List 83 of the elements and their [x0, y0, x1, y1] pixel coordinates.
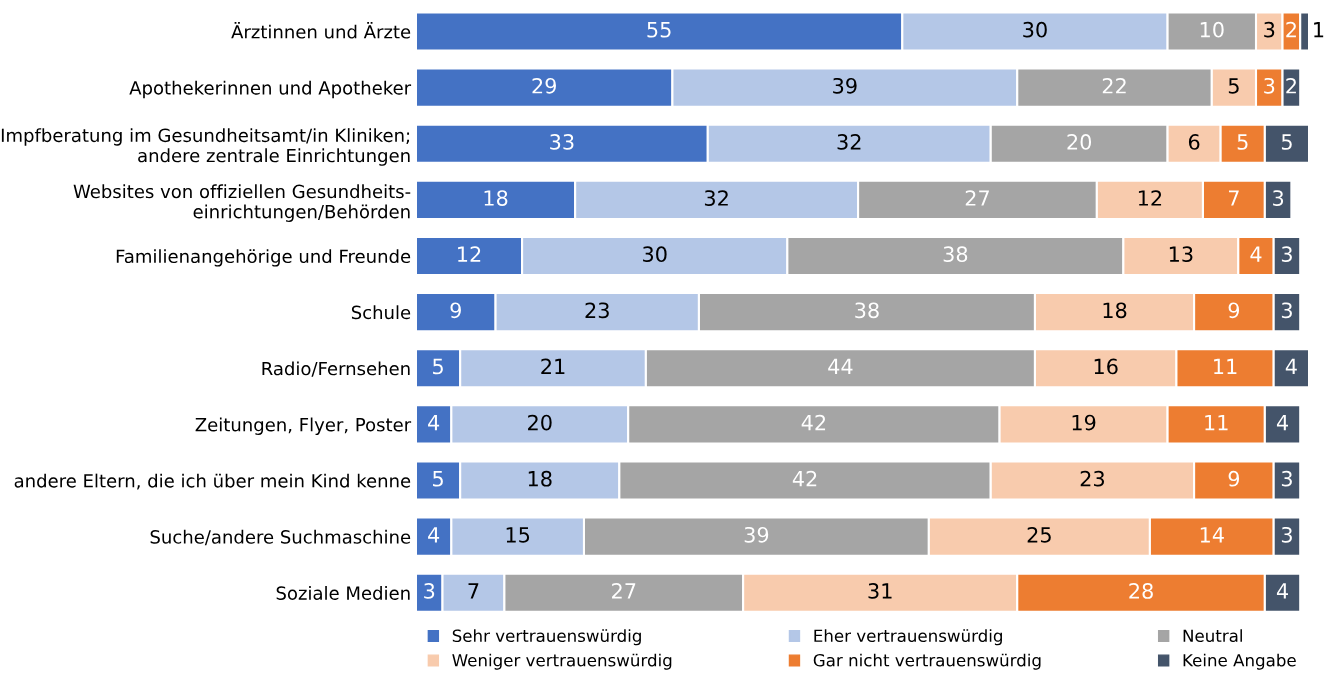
- data-label: 30: [643, 246, 667, 263]
- data-label: 25: [1027, 526, 1051, 543]
- legend-label: Keine Angabe: [1183, 653, 1296, 670]
- data-label: 12: [1138, 190, 1162, 206]
- data-label: 33: [550, 134, 574, 150]
- data-label: 3: [1273, 190, 1284, 206]
- y-tick-label: Suche/andere Suchmaschine: [150, 529, 411, 546]
- data-label: 11: [1214, 358, 1237, 375]
- data-label: 4: [1276, 583, 1288, 599]
- data-label: 4: [1276, 414, 1288, 431]
- data-label: 32: [837, 134, 861, 150]
- y-tick-label: Radio/Fernsehen: [262, 361, 410, 377]
- data-label: 5: [1228, 78, 1239, 94]
- data-label: 3: [424, 583, 435, 599]
- legend-label: Neutral: [1183, 629, 1242, 643]
- data-label: 31: [868, 583, 892, 599]
- y-tick-label: Zeitungen, Flyer, Poster: [195, 417, 412, 435]
- data-label: 14: [1200, 527, 1224, 543]
- data-label: 23: [1080, 470, 1105, 487]
- data-label: 20: [1067, 134, 1092, 150]
- y-tick-label: Soziale Medien: [276, 585, 410, 600]
- data-label: 29: [532, 77, 556, 94]
- data-label: 5: [1281, 134, 1292, 150]
- data-label: 3: [1264, 77, 1275, 94]
- data-label: 32: [704, 190, 728, 206]
- data-label: 12: [458, 246, 481, 262]
- data-label: 9: [450, 302, 461, 319]
- data-label: 39: [833, 77, 857, 94]
- data-label: 4: [428, 414, 440, 431]
- data-label: 7: [1228, 190, 1239, 206]
- data-label: 18: [1103, 302, 1127, 319]
- data-label: 42: [801, 414, 826, 431]
- data-label: 38: [943, 246, 968, 263]
- data-label: 16: [1094, 358, 1118, 375]
- y-tick-label: Apothekerinnen und Apotheker: [129, 80, 412, 99]
- data-label: 9: [1228, 470, 1240, 487]
- y-tick-label: andere Eltern, die ich über mein Kind kenne: [14, 473, 411, 490]
- data-label: 19: [1072, 414, 1096, 431]
- data-label: 18: [528, 470, 552, 487]
- data-label: 30: [1023, 21, 1047, 38]
- y-tick-label: Ärztinnen und Ärzte: [231, 21, 411, 39]
- data-label: 4: [428, 527, 440, 543]
- data-label: 13: [1169, 246, 1193, 263]
- data-label: 3: [1281, 470, 1292, 487]
- data-label: 9: [1228, 302, 1240, 319]
- data-label: 5: [1237, 134, 1248, 150]
- data-label: 15: [506, 527, 530, 543]
- data-label: 7: [468, 583, 479, 599]
- data-label: 2: [1286, 77, 1296, 94]
- y-tick-label: Familienangehörige und Freunde: [116, 249, 411, 267]
- data-label: 5: [433, 471, 443, 487]
- data-label: 2: [1286, 21, 1296, 38]
- data-label: 3: [1281, 526, 1292, 543]
- y-tick-label: Websites von offiziellen Gesundheits- einrichtungen/Behörden: [73, 184, 411, 222]
- data-label: 22: [1102, 77, 1126, 94]
- data-label: 3: [1281, 302, 1292, 319]
- legend-label: Sehr vertrauenswürdig: [452, 629, 641, 646]
- data-label: 3: [1264, 21, 1275, 38]
- data-label: 1: [1314, 22, 1324, 38]
- data-label: 23: [585, 302, 609, 319]
- data-label: 10: [1200, 21, 1224, 38]
- data-label: 20: [528, 414, 552, 431]
- data-label: 4: [1285, 358, 1297, 375]
- data-label: 44: [828, 358, 853, 375]
- data-label: 27: [612, 583, 636, 599]
- legend-label: Weniger vertrauenswürdig: [452, 653, 672, 670]
- data-label: 38: [855, 302, 879, 319]
- legend-label: Eher vertrauenswürdig: [814, 629, 1002, 646]
- data-label: 11: [1205, 414, 1228, 431]
- data-label: 21: [541, 358, 565, 375]
- data-label: 4: [1250, 246, 1262, 262]
- data-label: 28: [1129, 583, 1153, 599]
- data-label: 6: [1188, 134, 1200, 150]
- data-label: 39: [744, 526, 769, 543]
- data-label: 42: [792, 470, 817, 487]
- y-tick-label: Impfberatung im Gesundheitsamt/in Kliniken; andere zentrale Einrichtungen: [1, 128, 410, 166]
- data-label: 3: [1281, 246, 1292, 263]
- data-label: 5: [433, 358, 443, 375]
- legend-label: Gar nicht vertrauenswürdig: [813, 653, 1041, 670]
- data-label: 55: [647, 22, 671, 38]
- y-tick-label: Schule: [351, 305, 411, 320]
- data-label: 27: [965, 190, 989, 206]
- data-label: 18: [484, 190, 508, 206]
